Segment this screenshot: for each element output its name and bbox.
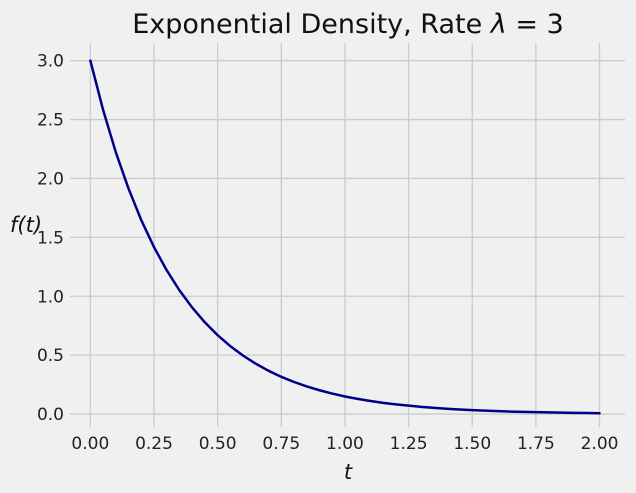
- x-tick-label: 0.75: [262, 434, 300, 454]
- y-axis-label: f(t): [10, 213, 42, 237]
- x-tick-label: 0.00: [71, 434, 109, 454]
- x-axis-label: t: [344, 460, 353, 484]
- y-tick-label: 1.5: [37, 228, 64, 248]
- x-gridlines: [89, 43, 601, 427]
- y-tick-label: 0.5: [37, 346, 64, 366]
- x-tick-label: 0.50: [199, 434, 237, 454]
- y-tick-label: 2.0: [37, 169, 64, 189]
- x-tick-label: 0.25: [135, 434, 173, 454]
- chart-title: Exponential Density, Rate λ = 3: [132, 9, 564, 40]
- y-tick-label: 1.0: [37, 287, 64, 307]
- y-tick-label: 2.5: [37, 111, 64, 131]
- y-tick-label: 3.0: [37, 52, 64, 72]
- x-tick-label: 1.00: [326, 434, 364, 454]
- x-tick-label: 1.75: [517, 434, 555, 454]
- x-tick-labels: 0.00 0.25 0.50 0.75 1.00 1.25 1.50 1.75 2.00: [71, 434, 618, 454]
- y-tick-label: 0.0: [37, 405, 64, 425]
- y-gridlines: [70, 60, 625, 415]
- x-tick-label: 1.25: [390, 434, 428, 454]
- x-tick-label: 2.00: [581, 434, 619, 454]
- density-curve: [89, 59, 601, 415]
- x-tick-label: 1.50: [453, 434, 491, 454]
- y-tick-labels: 0.0 0.5 1.0 1.5 2.0 2.5 3.0: [37, 52, 64, 425]
